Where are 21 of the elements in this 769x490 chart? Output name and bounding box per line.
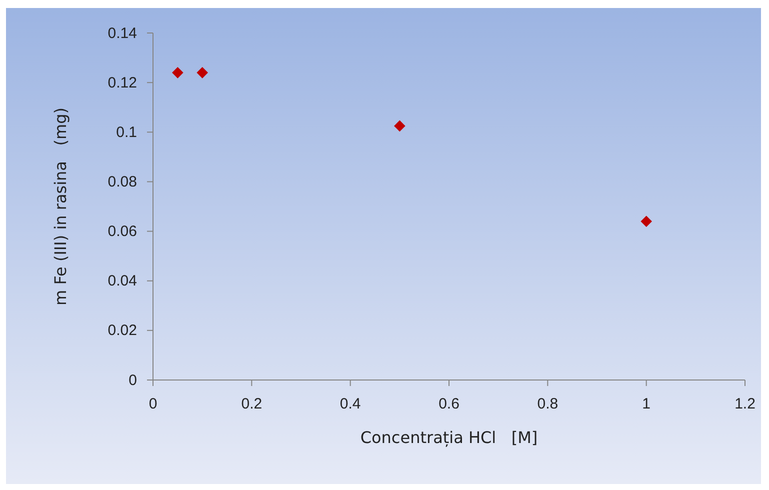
point	[640, 216, 652, 228]
y-tick-label: 0.02	[108, 322, 137, 340]
y-tick-label: 0.1	[116, 124, 137, 141]
x-axis-title: Concentrația HCl [M]	[360, 428, 538, 447]
point	[196, 67, 208, 78]
y-tick-label: 0.12	[108, 74, 137, 92]
x-tick-label: 0	[148, 396, 158, 413]
x-tick-label: 0.4	[340, 396, 361, 413]
point	[172, 67, 184, 78]
x-tick-label: 1.2	[734, 396, 756, 413]
y-tick-label: 0.06	[108, 223, 137, 240]
y-tick-label: 0	[128, 372, 137, 389]
x-tick-label: 0.2	[241, 396, 262, 413]
x-tick-label: 0.6	[438, 396, 460, 413]
x-tick-label: 1	[642, 396, 651, 413]
y-tick-label: 0.14	[108, 24, 137, 42]
y-tick-label: 0.08	[108, 174, 137, 191]
point	[394, 120, 406, 132]
y-tick-label: 0.04	[108, 272, 137, 290]
y-axis-title: m Fe (III) in rasina (mg)	[51, 108, 70, 306]
x-tick-label: 0.8	[537, 396, 558, 413]
